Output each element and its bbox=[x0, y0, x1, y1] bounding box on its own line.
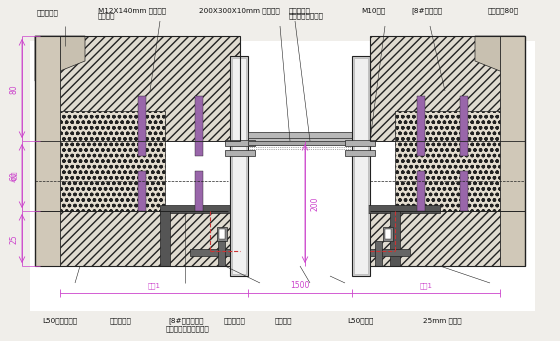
Bar bbox=[417, 171, 425, 211]
Text: M12X140mm 锁梗螺丝: M12X140mm 锁梗螺丝 bbox=[98, 8, 166, 14]
Text: 保温层层80层: 保温层层80层 bbox=[487, 8, 519, 14]
Bar bbox=[232, 58, 246, 274]
Bar bbox=[383, 227, 393, 241]
Text: 1500: 1500 bbox=[290, 282, 310, 291]
Bar bbox=[500, 36, 525, 266]
Bar bbox=[248, 141, 352, 145]
Text: 泡潤缎水条: 泡潤缎水条 bbox=[288, 8, 310, 14]
Polygon shape bbox=[35, 36, 240, 141]
Text: 200X300X10mm 锃板连接: 200X300X10mm 锃板连接 bbox=[199, 8, 279, 14]
Bar bbox=[35, 36, 60, 266]
Bar bbox=[225, 150, 255, 156]
Text: [8#槽钔销层: [8#槽钔销层 bbox=[412, 8, 443, 14]
Text: 25: 25 bbox=[10, 234, 18, 244]
Bar bbox=[365, 205, 440, 213]
Polygon shape bbox=[35, 36, 85, 81]
Bar bbox=[138, 171, 146, 211]
Bar bbox=[160, 205, 235, 213]
Bar bbox=[395, 111, 500, 211]
Bar bbox=[217, 227, 227, 241]
Bar bbox=[195, 96, 203, 156]
Bar bbox=[225, 140, 255, 146]
Bar bbox=[460, 96, 468, 156]
Bar bbox=[345, 140, 375, 146]
Bar bbox=[390, 211, 400, 266]
Bar bbox=[60, 111, 165, 211]
Text: 窗户立面: 窗户立面 bbox=[274, 317, 292, 324]
Text: 25mm 水泥层: 25mm 水泥层 bbox=[423, 317, 461, 324]
Text: 窗宽1: 窗宽1 bbox=[419, 283, 432, 289]
Text: 4层宣: 4层宣 bbox=[12, 170, 18, 182]
Polygon shape bbox=[370, 211, 525, 266]
Bar bbox=[160, 211, 170, 266]
Bar bbox=[354, 58, 368, 274]
Text: L50角钔合算层: L50角钔合算层 bbox=[42, 317, 77, 324]
Text: 屋面结构层: 屋面结构层 bbox=[36, 10, 58, 16]
Bar bbox=[352, 56, 370, 276]
Bar bbox=[375, 241, 382, 266]
Text: bim: bim bbox=[464, 269, 516, 293]
Bar bbox=[195, 171, 203, 211]
Bar bbox=[385, 229, 391, 239]
Text: [8#槽钔绝连层: [8#槽钔绝连层 bbox=[168, 317, 203, 324]
Bar bbox=[248, 133, 352, 143]
Polygon shape bbox=[475, 36, 525, 81]
Bar bbox=[30, 41, 535, 311]
Text: 泡潤涂料层: 泡潤涂料层 bbox=[224, 317, 246, 324]
Bar bbox=[219, 229, 225, 239]
Text: 中性密封肃局结层: 中性密封肃局结层 bbox=[288, 12, 324, 19]
Text: 不锈钢挂件: 不锈钢挂件 bbox=[109, 317, 131, 324]
Polygon shape bbox=[35, 211, 240, 266]
Bar bbox=[190, 249, 230, 256]
Bar bbox=[417, 96, 425, 156]
Bar bbox=[230, 56, 248, 276]
Text: 窗宽1: 窗宽1 bbox=[147, 283, 161, 289]
Text: L50角钔层: L50角钔层 bbox=[347, 317, 374, 324]
Bar bbox=[138, 96, 146, 156]
Text: 60: 60 bbox=[10, 171, 18, 181]
Bar bbox=[370, 249, 410, 256]
Bar bbox=[248, 132, 352, 138]
Bar bbox=[218, 241, 225, 266]
Polygon shape bbox=[370, 36, 525, 141]
Text: 切断铝窗连接层结中性: 切断铝窗连接层结中性 bbox=[166, 325, 209, 332]
Text: 模板处理: 模板处理 bbox=[98, 12, 115, 19]
Text: M10耶丝: M10耶丝 bbox=[361, 8, 385, 14]
Text: 200: 200 bbox=[311, 197, 320, 211]
Bar bbox=[345, 150, 375, 156]
Bar bbox=[460, 171, 468, 211]
Text: 80: 80 bbox=[10, 84, 18, 94]
